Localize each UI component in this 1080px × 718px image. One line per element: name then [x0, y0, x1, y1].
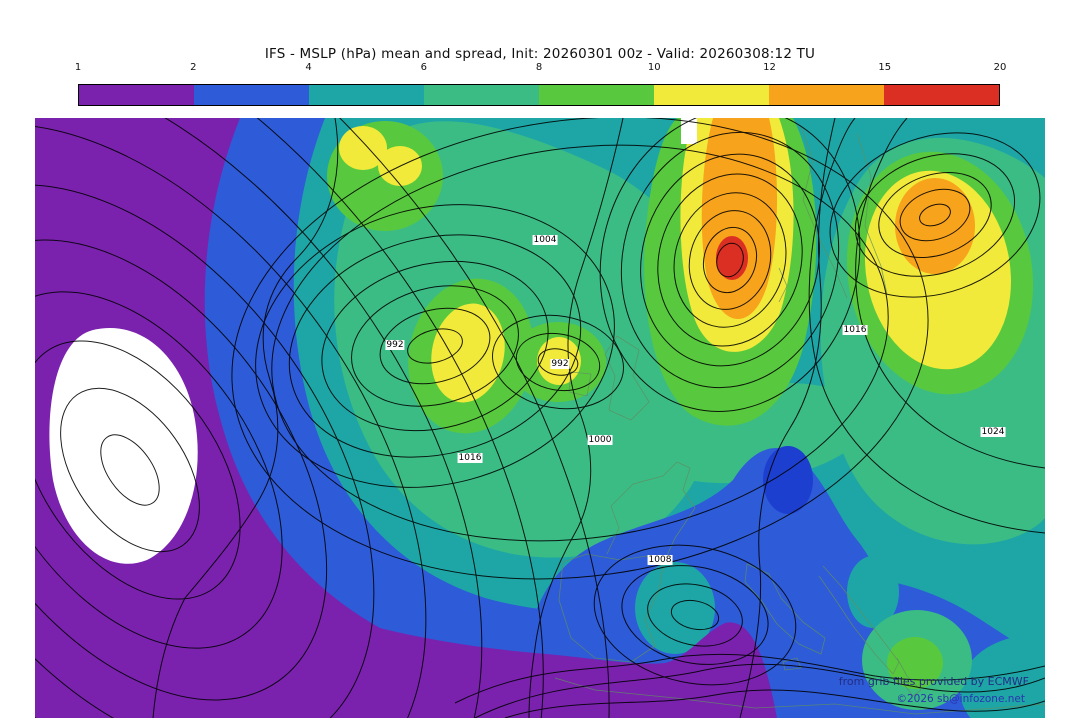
- coast-denmark: [778, 267, 788, 303]
- colorbar-segment: [884, 85, 999, 105]
- coast-ireland: [568, 371, 592, 397]
- field-darkblue-spot: [763, 446, 813, 514]
- contour-label-layer: 992 992 1004 1000 1016 1016 1024 1008: [35, 118, 1045, 718]
- coast-scandinavia-1: [800, 125, 848, 299]
- coast-balkans: [818, 565, 900, 675]
- colorbar-segment: [79, 85, 194, 105]
- contour-label: 992: [385, 340, 405, 350]
- field-yellow-2: [431, 303, 505, 403]
- colorbar-tick-label: 10: [647, 62, 661, 73]
- contour-label: 1024: [980, 427, 1006, 437]
- colorbar-tick-label: 2: [190, 62, 197, 73]
- contour-label: 992: [550, 359, 570, 369]
- isobars: [35, 118, 1045, 718]
- map-notch: [681, 118, 697, 144]
- colorbar-segment: [424, 85, 539, 105]
- field-yellow-1a: [339, 126, 387, 170]
- colorbar-tick-label: 8: [535, 62, 543, 73]
- colorbar-tick-label: 6: [420, 62, 427, 73]
- field-blue-europe: [524, 448, 893, 718]
- colorbar-segment: [194, 85, 309, 105]
- coast-north-africa: [554, 677, 1045, 715]
- contour-label: 1016: [457, 453, 483, 463]
- coast-italy: [744, 563, 826, 655]
- field-teal-corner: [960, 635, 1045, 718]
- field-teal-patch-2: [847, 556, 899, 628]
- spread-field-svg: [35, 118, 1045, 718]
- coast-sicily: [782, 657, 802, 671]
- colorbar-tick-label: 12: [763, 62, 776, 73]
- colorbar-tick-label: 15: [878, 62, 892, 73]
- weather-map: 992 992 1004 1000 1016 1016 1024 1008 from grib…: [35, 118, 1045, 718]
- colorbar-segment: [309, 85, 424, 105]
- coast-greece: [896, 657, 922, 697]
- contour-label: 1000: [587, 435, 613, 445]
- credits-ecmwf: from grib files provided by ECMWF: [838, 675, 1029, 688]
- spread-field: [35, 118, 1045, 718]
- colorbar-tick-label: 4: [305, 62, 312, 73]
- field-purple-bottom: [35, 448, 777, 718]
- colorbar-segment: [539, 85, 654, 105]
- colorbar: [78, 84, 1000, 106]
- colorbar-segment: [654, 85, 769, 105]
- colorbar-labels: 1 2 4 6 8 10 12 15 20: [74, 62, 1007, 76]
- contour-label: 1004: [532, 235, 558, 245]
- coast-scandinavia-2: [856, 133, 888, 295]
- chart-title: IFS - MSLP (hPa) mean and spread, Init: …: [264, 46, 816, 62]
- field-green-greece: [887, 637, 943, 689]
- colorbar-segment: [769, 85, 884, 105]
- coast-britain: [604, 335, 650, 421]
- contour-label: 1008: [647, 555, 673, 565]
- field-white-low-spread: [49, 327, 198, 564]
- credits-copyright: ©2026 sb@infozone.net: [896, 693, 1025, 705]
- colorbar-tick-label: 1: [74, 62, 82, 73]
- contour-label: 1016: [842, 325, 868, 335]
- colorbar-tick-label: 20: [993, 62, 1007, 73]
- coastlines: [554, 125, 1045, 715]
